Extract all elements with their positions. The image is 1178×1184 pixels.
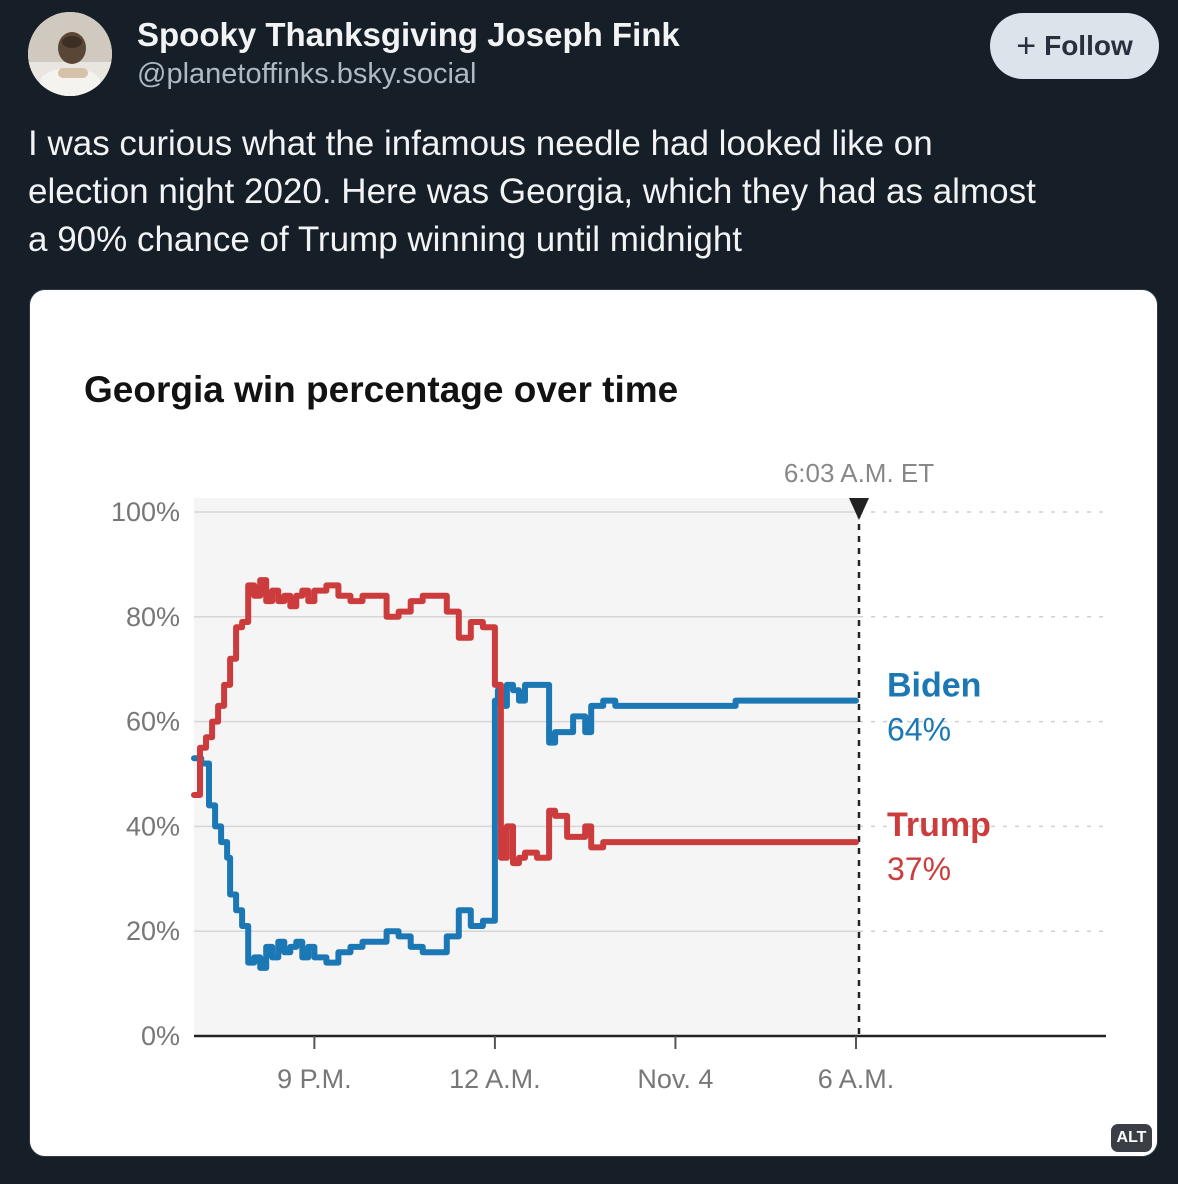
post-text-line: a 90% chance of Trump winning until midn…: [28, 220, 743, 259]
x-tick-label: 12 A.M.: [449, 1064, 541, 1094]
time-marker-triangle: [849, 498, 869, 520]
author-name[interactable]: Spooky Thanksgiving Joseph Fink: [137, 16, 680, 53]
post-text-line: election night 2020. Here was Georgia, w…: [28, 172, 1036, 211]
x-tick-label: Nov. 4: [637, 1064, 713, 1094]
chart: Georgia win percentage over time 0% 20% 40…: [84, 369, 1106, 1094]
chart-body: 0% 20% 40% 60% 80% 100% 9 P.M. 12 A.M. Nov. 4 6 A…: [111, 458, 1106, 1094]
x-tick-label: 9 P.M.: [277, 1064, 352, 1094]
y-tick-label: 0%: [141, 1021, 180, 1051]
time-marker-label: 6:03 A.M. ET: [784, 458, 934, 488]
y-tick-label: 20%: [126, 916, 180, 946]
post-text: I was curious what the infamous needle h…: [28, 120, 1163, 264]
follow-label: Follow: [1044, 30, 1133, 61]
series-line-trump: [191, 577, 859, 867]
series-name-label: Biden: [887, 667, 981, 705]
follow-button[interactable]: + Follow: [990, 13, 1159, 79]
chart-title: Georgia win percentage over time: [84, 369, 678, 410]
avatar-photo-icon: [28, 12, 112, 96]
author-handle[interactable]: @planetoffinks.bsky.social: [137, 58, 477, 90]
post-text-line: I was curious what the infamous needle h…: [28, 124, 933, 163]
series-value-label: 37%: [887, 851, 951, 887]
series-name-label: Trump: [887, 806, 991, 844]
image-card[interactable]: Georgia win percentage over time 0% 20% 40…: [29, 289, 1158, 1157]
y-tick-label: 80%: [126, 602, 180, 632]
series-value-label: 64%: [887, 712, 951, 748]
series-line-biden: [191, 681, 859, 971]
plus-icon: +: [1016, 27, 1037, 65]
x-tick-label: 6 A.M.: [818, 1064, 895, 1094]
y-tick-label: 100%: [111, 497, 180, 527]
y-tick-label: 60%: [126, 707, 180, 737]
plot-background: [194, 498, 859, 1036]
avatar[interactable]: [28, 12, 112, 96]
y-tick-label: 40%: [126, 811, 180, 841]
alt-badge[interactable]: ALT: [1111, 1124, 1152, 1152]
